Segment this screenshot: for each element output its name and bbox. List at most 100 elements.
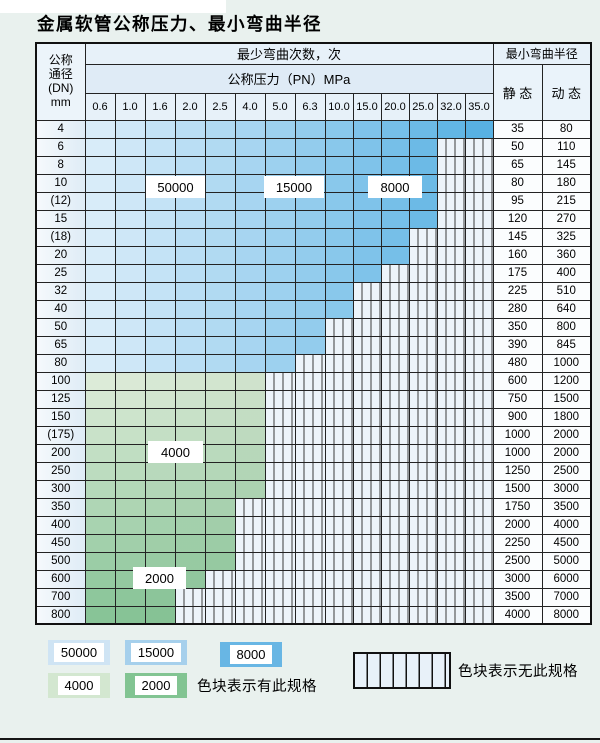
spec-unavailable-cell: [380, 407, 410, 427]
spec-available-cell: [264, 299, 296, 319]
spec-available-cell: [114, 407, 146, 427]
bend-times-header: 最少弯曲次数，次: [84, 42, 494, 65]
dynamic-column-header: 动 态: [541, 63, 592, 121]
spec-available-cell: [144, 353, 176, 373]
table-row: 65 390 845: [35, 335, 592, 355]
spec-unavailable-cell: [408, 461, 438, 481]
spec-unavailable-cell: [408, 479, 438, 499]
spec-unavailable-cell: [352, 389, 382, 409]
spec-unavailable-cell: [408, 245, 438, 265]
spec-unavailable-cell: [324, 605, 354, 625]
spec-available-cell: [114, 173, 146, 193]
spec-unavailable-cell: [408, 515, 438, 535]
spec-unavailable-cell: [234, 551, 266, 571]
spec-available-cell: [84, 479, 116, 499]
spec-available-cell: [234, 263, 266, 283]
pn-value-header: 2.5: [204, 92, 236, 121]
spec-available-cell: [264, 245, 296, 265]
spec-available-cell: [174, 353, 206, 373]
spec-available-cell: [234, 443, 266, 463]
dynamic-value-cell: 2000: [541, 443, 592, 463]
spec-unavailable-cell: [204, 587, 236, 607]
spec-unavailable-cell: [324, 479, 354, 499]
spec-unavailable-cell: [204, 605, 236, 625]
spec-unavailable-cell: [380, 389, 410, 409]
pn-value-header: 32.0: [436, 92, 466, 121]
dn-cell: 150: [35, 407, 86, 427]
spec-unavailable-cell: [264, 569, 296, 589]
spec-available-cell: [352, 137, 382, 157]
spec-available-cell: [114, 533, 146, 553]
spec-available-cell: [84, 443, 116, 463]
spec-table-header: 公称 通径 (DN) mm 最少弯曲次数，次 最小弯曲半径 公称压力（PN）MPa 静 态动 …: [35, 42, 592, 121]
spec-unavailable-cell: [352, 461, 382, 481]
spec-unavailable-cell: [436, 425, 466, 445]
spec-available-cell: [204, 353, 236, 373]
spec-available-cell: [204, 155, 236, 175]
legend-swatch-label: 4000: [57, 676, 101, 695]
dn-cell: 250: [35, 461, 86, 481]
spec-available-cell: [84, 191, 116, 211]
spec-available-cell: [234, 353, 266, 373]
spec-available-cell: [174, 515, 206, 535]
pn-value-header: 35.0: [464, 92, 494, 121]
spec-available-cell: [234, 407, 266, 427]
spec-unavailable-cell: [324, 407, 354, 427]
table-row: 50 350 800: [35, 317, 592, 337]
spec-unavailable-cell: [234, 587, 266, 607]
static-value-cell: 65: [492, 155, 543, 175]
spec-unavailable-cell: [380, 497, 410, 517]
spec-available-cell: [174, 119, 206, 139]
spec-available-cell: [380, 209, 410, 229]
spec-available-cell: [114, 155, 146, 175]
spec-available-cell: [234, 389, 266, 409]
spec-unavailable-cell: [294, 533, 326, 553]
spec-unavailable-cell: [464, 551, 494, 571]
spec-unavailable-cell: [234, 569, 266, 589]
dynamic-value-cell: 3500: [541, 497, 592, 517]
spec-unavailable-cell: [436, 353, 466, 373]
spec-available-cell: [204, 371, 236, 391]
spec-available-cell: [144, 263, 176, 283]
spec-available-cell: [204, 443, 236, 463]
legend-swatch: 2000: [125, 673, 187, 698]
static-value-cell: 2000: [492, 515, 543, 535]
static-value-cell: 50: [492, 137, 543, 157]
dynamic-value-cell: 145: [541, 155, 592, 175]
spec-available-cell: [294, 281, 326, 301]
spec-available-cell: [324, 227, 354, 247]
spec-unavailable-cell: [436, 227, 466, 247]
spec-unavailable-cell: [408, 281, 438, 301]
dynamic-value-cell: 325: [541, 227, 592, 247]
spec-unavailable-cell: [436, 137, 466, 157]
spec-unavailable-cell: [352, 281, 382, 301]
spec-available-cell: [114, 317, 146, 337]
spec-unavailable-cell: [380, 461, 410, 481]
spec-unavailable-cell: [464, 227, 494, 247]
legend-swatch-label: 8000: [229, 645, 273, 664]
no-spec-swatch: [353, 652, 451, 689]
spec-available-cell: [174, 497, 206, 517]
table-row: 100 600 1200: [35, 371, 592, 391]
spec-unavailable-cell: [408, 443, 438, 463]
spec-unavailable-cell: [294, 425, 326, 445]
spec-unavailable-cell: [324, 335, 354, 355]
spec-available-cell: [264, 119, 296, 139]
spec-unavailable-cell: [324, 443, 354, 463]
spec-unavailable-cell: [436, 335, 466, 355]
table-row: 350 1750 3500: [35, 497, 592, 517]
spec-available-cell: [204, 515, 236, 535]
spec-unavailable-cell: [264, 551, 296, 571]
spec-unavailable-cell: [294, 497, 326, 517]
spec-available-cell: [84, 227, 116, 247]
spec-available-cell: [144, 317, 176, 337]
spec-available-cell: [114, 587, 146, 607]
static-value-cell: 600: [492, 371, 543, 391]
spec-available-cell: [324, 209, 354, 229]
spec-available-cell: [144, 461, 176, 481]
spec-available-cell: [352, 119, 382, 139]
spec-available-cell: [84, 461, 116, 481]
spec-unavailable-cell: [464, 479, 494, 499]
page-title: 金属软管公称压力、最小弯曲半径: [37, 14, 322, 34]
spec-available-cell: [84, 263, 116, 283]
